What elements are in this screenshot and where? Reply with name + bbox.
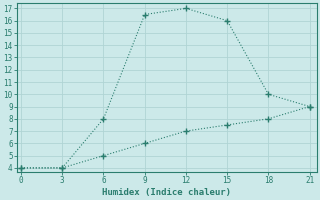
X-axis label: Humidex (Indice chaleur): Humidex (Indice chaleur) <box>102 188 231 197</box>
